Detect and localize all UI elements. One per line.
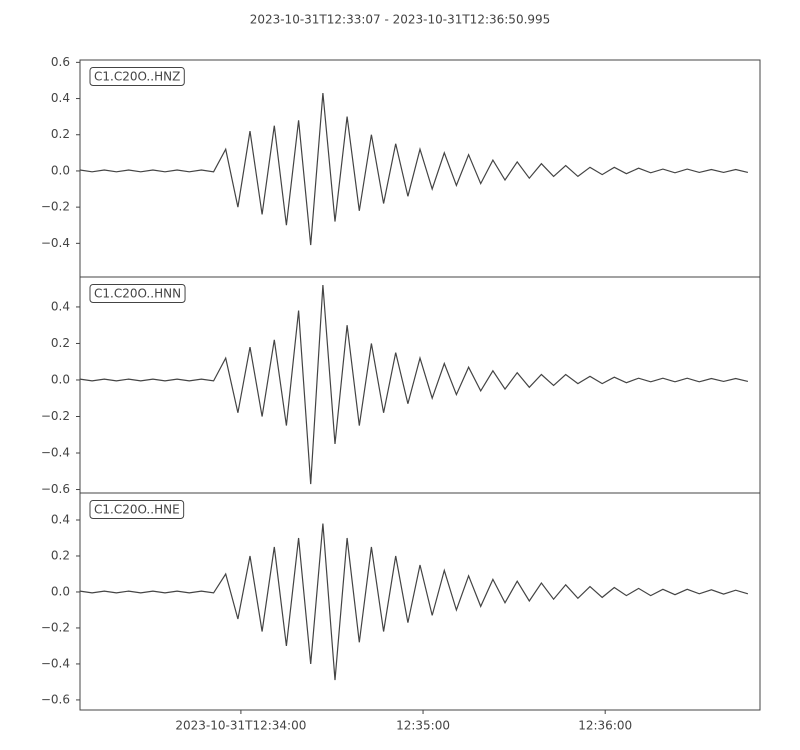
y-tick-label: 0.0 <box>51 163 70 177</box>
y-tick-label: −0.2 <box>41 409 70 423</box>
y-tick-label: −0.6 <box>41 692 70 706</box>
y-tick-label: 0.2 <box>51 548 70 562</box>
trace-label-box <box>89 284 186 303</box>
x-tick-label: 12:36:00 <box>578 719 632 733</box>
y-tick-label: 0.6 <box>51 55 70 69</box>
y-tick-label: −0.4 <box>41 446 70 460</box>
waveform <box>79 523 749 681</box>
y-tick-label: 0.0 <box>51 372 70 386</box>
y-tick-label: 0.4 <box>51 299 70 313</box>
y-tick-label: −0.6 <box>41 482 70 496</box>
plot-frame <box>79 59 761 278</box>
trace-label: C1.C20O..HNZ <box>94 70 180 84</box>
chart-title: 2023-10-31T12:33:07 - 2023-10-31T12:36:5… <box>250 13 551 27</box>
y-tick-label: −0.4 <box>41 236 70 250</box>
y-tick-label: 0.2 <box>51 127 70 141</box>
trace-label: C1.C20O..HNE <box>94 503 180 517</box>
y-tick-label: −0.4 <box>41 656 70 670</box>
x-tick-label: 12:35:00 <box>396 719 450 733</box>
plot-frame <box>79 492 761 711</box>
waveform <box>79 284 749 485</box>
trace-label: C1.C20O..HNN <box>94 287 181 301</box>
trace-label-box <box>89 67 185 86</box>
plot-frame <box>79 276 761 494</box>
y-tick-label: −0.2 <box>41 620 70 634</box>
y-tick-label: 0.2 <box>51 336 70 350</box>
y-tick-label: 0.4 <box>51 91 70 105</box>
trace-label-box <box>89 500 185 519</box>
y-tick-label: −0.2 <box>41 200 70 214</box>
x-tick-label: 2023-10-31T12:34:00 <box>175 719 306 733</box>
y-tick-label: 0.4 <box>51 512 70 526</box>
waveform <box>79 93 749 246</box>
y-tick-label: 0.0 <box>51 584 70 598</box>
